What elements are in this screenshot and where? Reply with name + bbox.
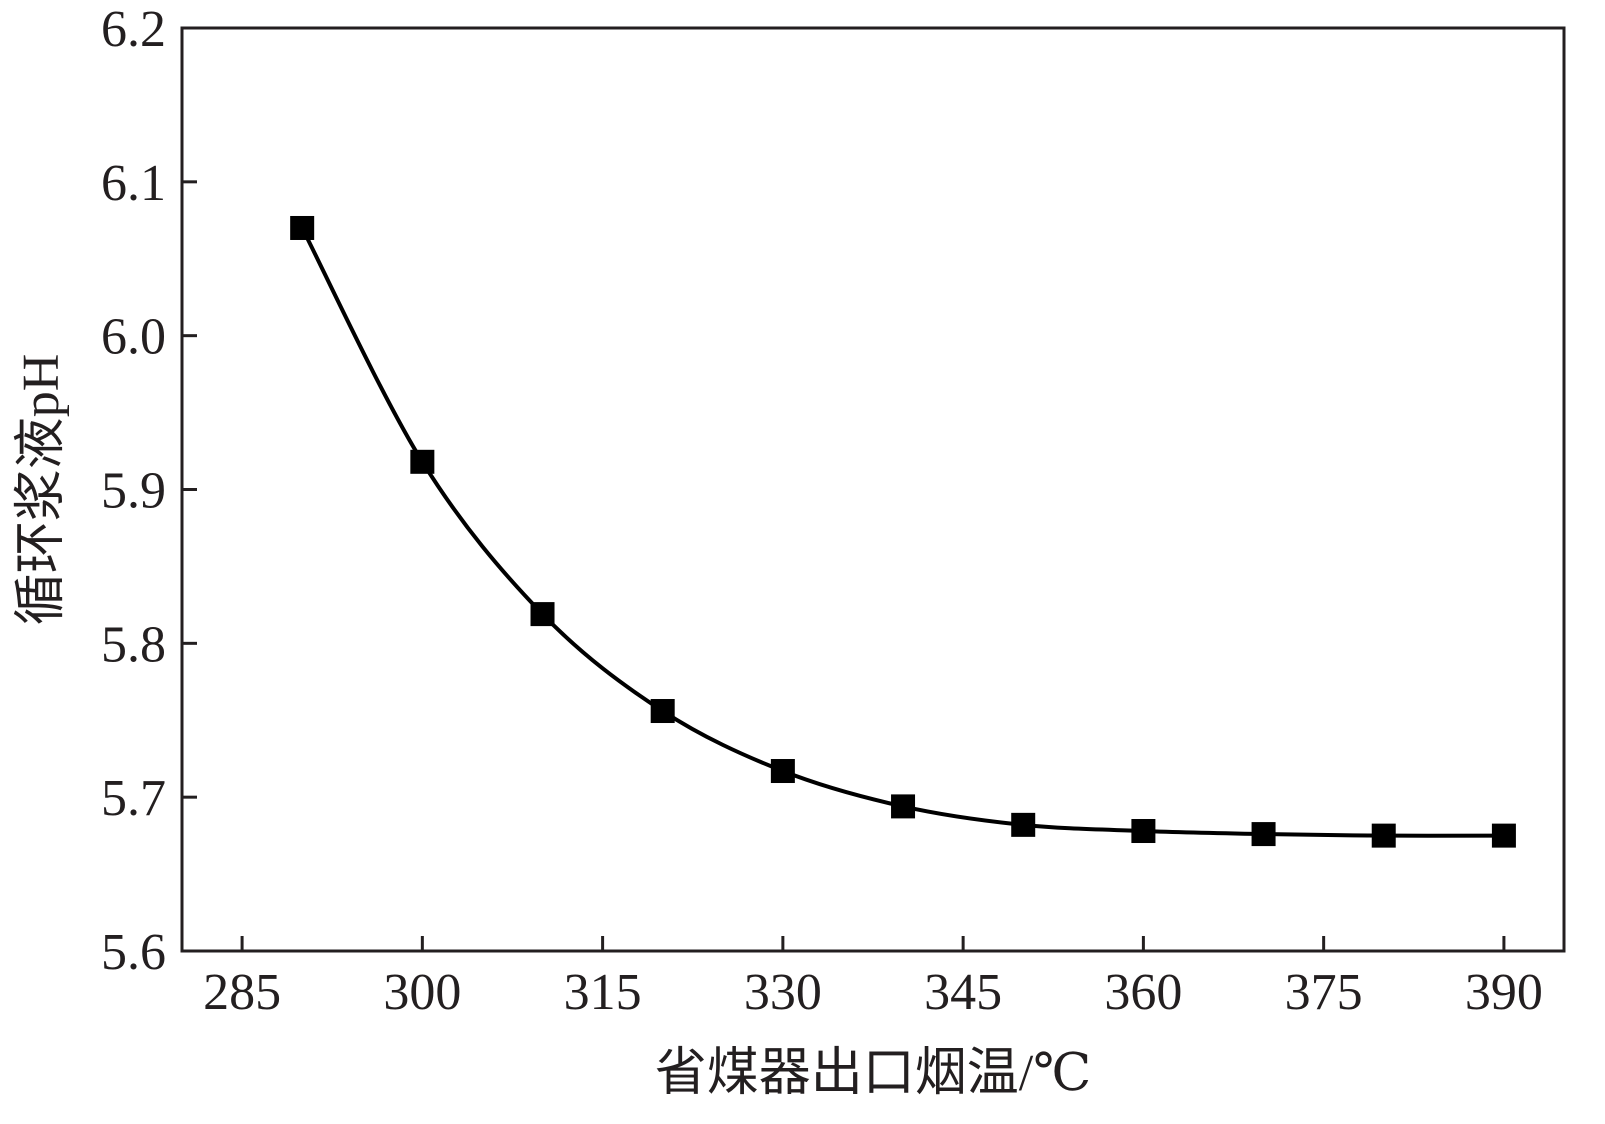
data-point-370 bbox=[1251, 822, 1276, 847]
x-tick-label-360: 360 bbox=[1104, 964, 1182, 1021]
y-tick-label-6.0: 6.0 bbox=[101, 309, 166, 366]
y-tick-labels: 5.6 5.7 5.8 5.9 6.0 6.1 6.2 bbox=[101, 1, 166, 981]
data-point-290 bbox=[290, 215, 315, 240]
x-tick-labels: 285 300 315 330 345 360 375 390 bbox=[203, 964, 1543, 1021]
x-ticks bbox=[240, 936, 1506, 951]
data-point-360 bbox=[1131, 819, 1156, 844]
data-point-310 bbox=[530, 602, 555, 627]
data-point-300 bbox=[410, 449, 435, 474]
x-tick-label-300: 300 bbox=[383, 964, 461, 1021]
y-tick-label-5.6: 5.6 bbox=[101, 924, 166, 981]
plot-layer bbox=[290, 215, 1516, 848]
x-tick-label-345: 345 bbox=[924, 964, 1002, 1021]
x-tick-label-330: 330 bbox=[744, 964, 822, 1021]
plot-frame bbox=[180, 26, 1566, 953]
y-tick-label-5.9: 5.9 bbox=[101, 463, 166, 520]
y-tick-label-5.7: 5.7 bbox=[101, 770, 166, 827]
x-tick-label-375: 375 bbox=[1285, 964, 1363, 1021]
x-tick-label-315: 315 bbox=[564, 964, 642, 1021]
data-point-390 bbox=[1491, 823, 1516, 848]
y-tick-label-6.2: 6.2 bbox=[101, 1, 166, 58]
x-tick-label-285: 285 bbox=[203, 964, 281, 1021]
y-tick-label-6.1: 6.1 bbox=[101, 155, 166, 212]
x-tick-label-390: 390 bbox=[1465, 964, 1543, 1021]
x-axis-title: 省煤器出口烟温/℃ bbox=[655, 1045, 1092, 1102]
y-tick-label-5.8: 5.8 bbox=[101, 616, 166, 673]
data-point-380 bbox=[1371, 823, 1396, 848]
data-point-350 bbox=[1011, 812, 1036, 837]
data-point-330 bbox=[770, 759, 795, 784]
y-axis-title: 循环浆液pH bbox=[13, 354, 70, 626]
data-point-340 bbox=[891, 794, 916, 819]
data-point-320 bbox=[650, 699, 675, 724]
